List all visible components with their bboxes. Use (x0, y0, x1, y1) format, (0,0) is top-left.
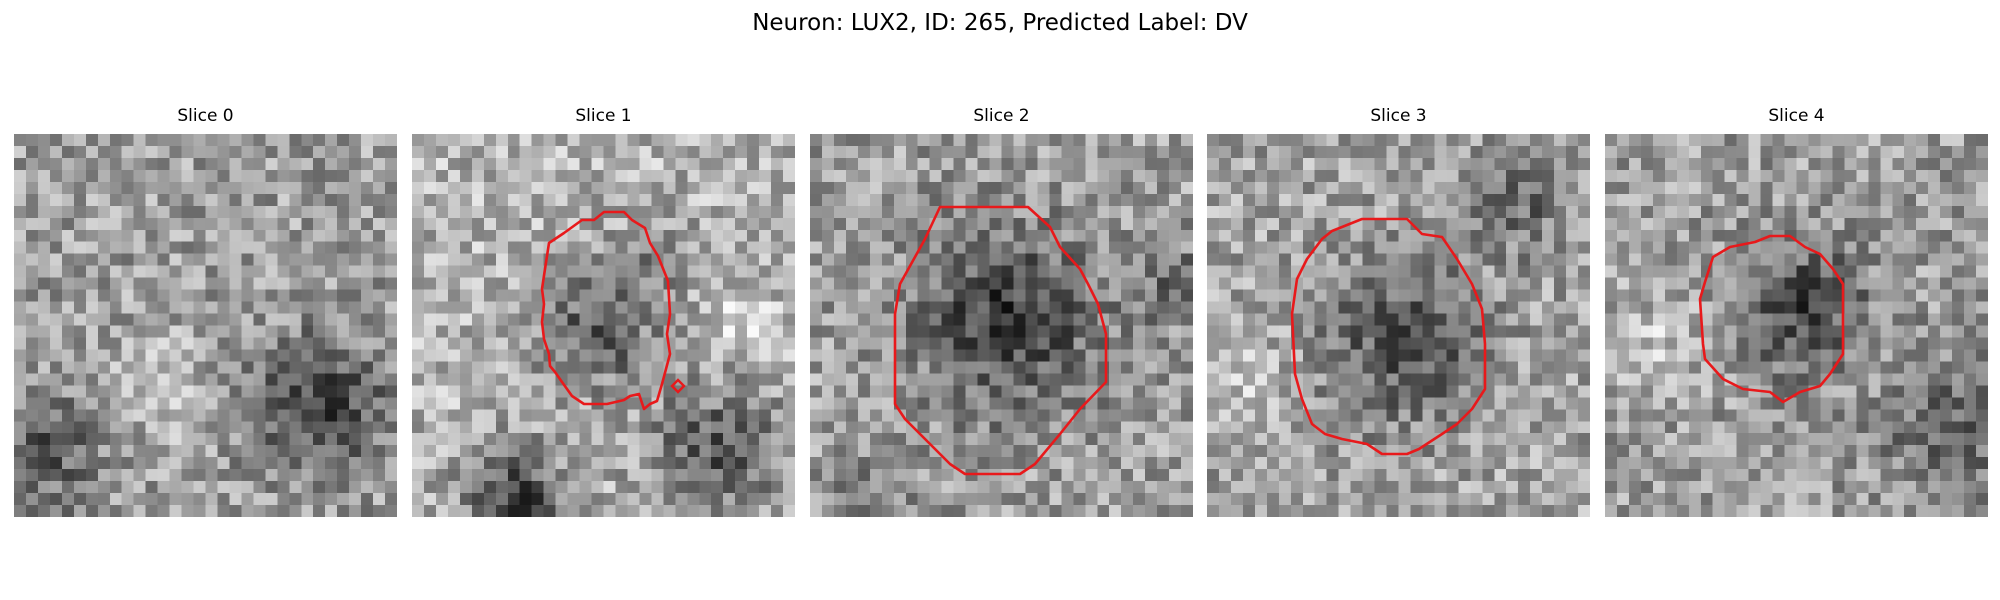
figure-title: Neuron: LUX2, ID: 265, Predicted Label: … (752, 10, 1248, 36)
slice-image-3 (1207, 134, 1590, 517)
roi-contour (1698, 234, 1845, 404)
slice-title: Slice 0 (177, 106, 234, 126)
slice-image-1 (412, 134, 795, 517)
slice-title: Slice 2 (973, 106, 1030, 126)
slice-image-0 (14, 134, 397, 517)
pixel-grid (1207, 134, 1590, 517)
roi-contour (1290, 217, 1487, 456)
slice-image-2 (810, 134, 1193, 517)
slice-title: Slice 1 (575, 106, 632, 126)
roi-contour (893, 205, 1108, 476)
slice-image-4 (1605, 134, 1988, 517)
slice-title: Slice 3 (1370, 106, 1427, 126)
roi-contour-fragment (670, 378, 686, 394)
pixel-grid (14, 134, 397, 517)
pixel-grid (412, 134, 795, 517)
pixel-grid (810, 134, 1193, 517)
roi-contour (540, 210, 672, 411)
slice-title: Slice 4 (1768, 106, 1825, 126)
pixel-grid (1605, 134, 1988, 517)
